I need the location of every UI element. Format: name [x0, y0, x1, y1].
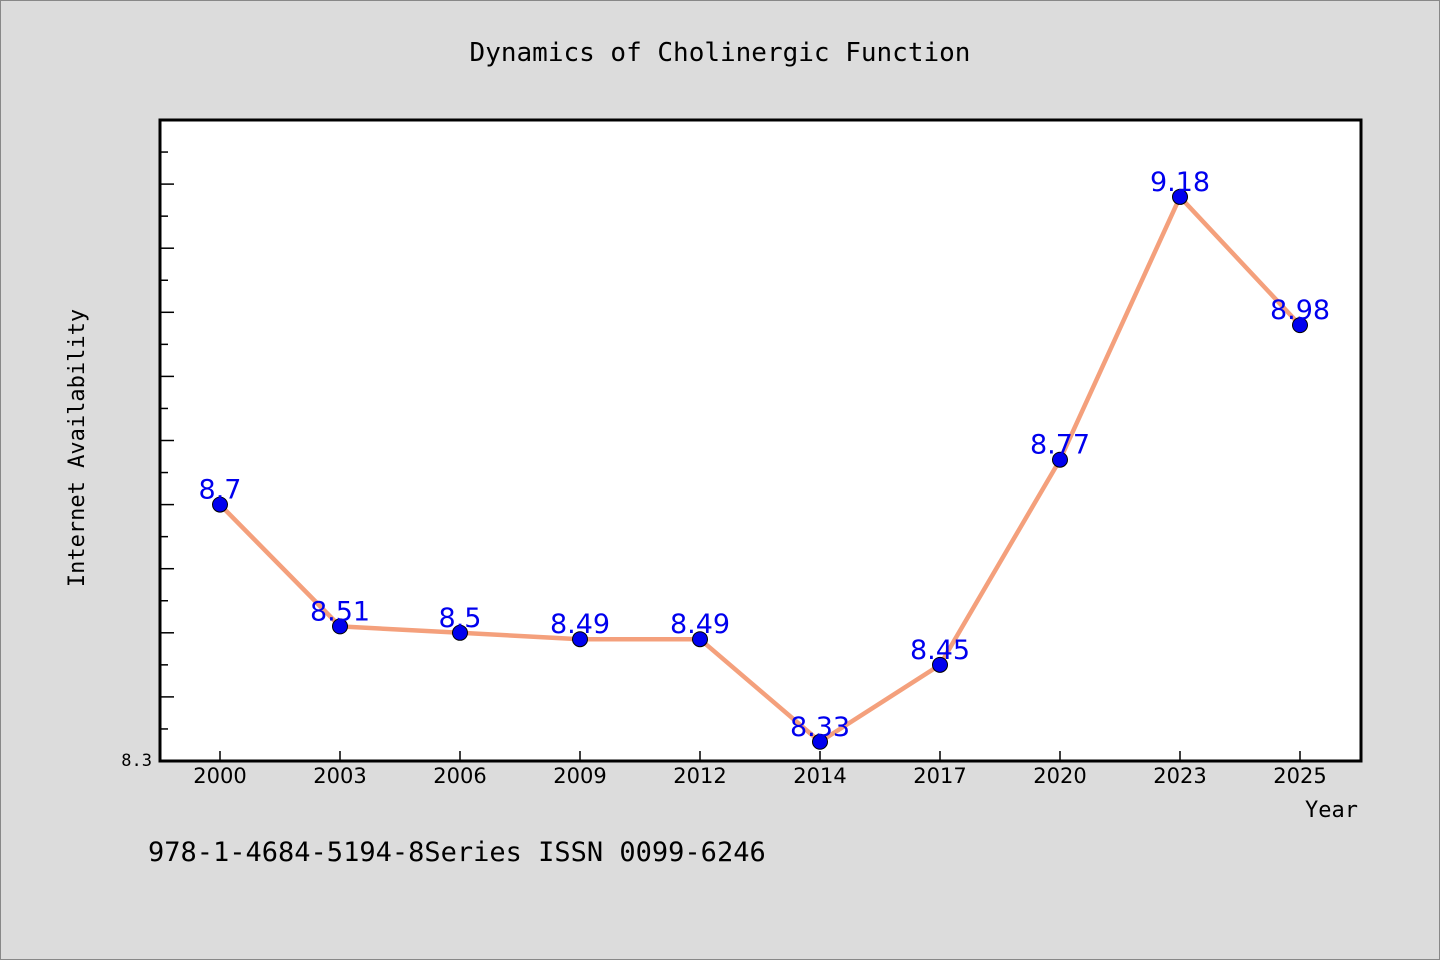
y-tick-label: 8.3 — [121, 751, 152, 771]
x-tick-label: 2025 — [1273, 764, 1326, 788]
x-tick-label: 2009 — [553, 764, 606, 788]
data-label: 8.7 — [199, 475, 242, 506]
y-axis-label: Internet Availability — [65, 309, 90, 587]
x-tick-label: 2017 — [913, 764, 966, 788]
data-label: 8.49 — [670, 609, 730, 640]
data-label: 8.5 — [439, 603, 482, 634]
data-label: 8.98 — [1270, 295, 1330, 326]
x-tick-label: 2020 — [1033, 764, 1086, 788]
data-label: 8.45 — [910, 635, 970, 666]
x-tick-label: 2014 — [793, 764, 846, 788]
data-label: 9.18 — [1150, 167, 1210, 198]
x-tick-label: 2012 — [673, 764, 726, 788]
x-tick-label: 2006 — [433, 764, 486, 788]
x-tick-label: 2023 — [1153, 764, 1206, 788]
data-label: 8.33 — [790, 712, 850, 743]
data-label: 8.51 — [310, 596, 370, 627]
footer-text: 978-1-4684-5194-8Series ISSN 0099-6246 — [148, 837, 766, 868]
x-tick-label: 2003 — [313, 764, 366, 788]
x-axis-label: Year — [1305, 798, 1358, 823]
plot-area — [160, 120, 1361, 761]
chart-title: Dynamics of Cholinergic Function — [470, 38, 971, 68]
data-label: 8.77 — [1030, 430, 1090, 461]
data-label: 8.49 — [550, 609, 610, 640]
x-tick-label: 2000 — [193, 764, 246, 788]
